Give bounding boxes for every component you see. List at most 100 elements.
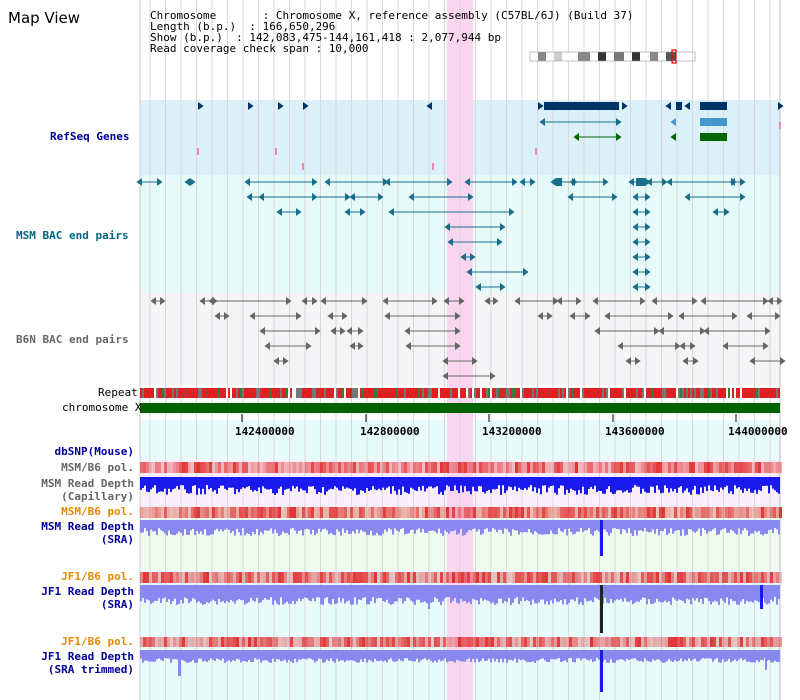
msm-sra-depth-bar [472, 520, 474, 530]
jf1-sra-depth-bar [320, 585, 322, 605]
jf1-pol-cell [164, 572, 167, 583]
repeat-block [766, 388, 768, 398]
jf1-pol2-cell [740, 637, 743, 647]
msm-pol2-cell [308, 507, 311, 518]
msm-cap-depth-bar [272, 477, 274, 494]
track-label-chromosome[interactable]: chromosome X [62, 401, 142, 414]
jf1-pol2-cell [158, 637, 161, 647]
repeat-block [312, 388, 314, 398]
msm-bac-pair-end [645, 268, 651, 276]
msm-sra-depth-bar [384, 520, 386, 530]
jf1-sra-depth-bar [440, 585, 442, 605]
jf1-sra-depth-bar [278, 585, 280, 605]
jf1-trim-depth-bar [488, 650, 490, 659]
track-label-msm-depth-capillary[interactable]: MSM Read Depth (Capillary) [41, 477, 134, 503]
track-label-jf1-depth-trimmed[interactable]: JF1 Read Depth (SRA trimmed) [41, 650, 134, 676]
jf1-trim-depth-bar [292, 650, 294, 663]
jf1-trim-depth-bar [354, 650, 356, 662]
jf1-pol2-cell [749, 637, 752, 647]
jf1-trim-depth-bar [700, 650, 702, 660]
repeat-block [464, 388, 466, 398]
jf1-sra-depth-bar [276, 585, 278, 604]
msm-cap-depth-bar [354, 477, 356, 489]
msm-sra-depth-bar [528, 520, 530, 529]
track-label-refseq[interactable]: RefSeq Genes [50, 130, 130, 143]
msm-pol2-cell [779, 507, 782, 518]
msm-cap-depth-bar [666, 477, 668, 489]
msm-pol-cell [524, 462, 527, 473]
jf1-sra-depth-bar [744, 585, 746, 604]
b6n-bac-pair-end [306, 342, 312, 350]
repeat-block [428, 388, 430, 398]
msm-pol-cell [692, 462, 695, 473]
msm-pol-cell [146, 462, 149, 473]
jf1-pol2-cell [419, 637, 422, 647]
msm-pol2-cell [386, 507, 389, 518]
msm-cap-depth-bar [406, 477, 408, 493]
repeat-block [614, 388, 616, 398]
repeat-block [284, 388, 286, 398]
jf1-pol-cell [419, 572, 422, 583]
jf1-trim-depth-bar [656, 650, 658, 660]
track-label-msm-pol-1[interactable]: MSM/B6 pol. [61, 461, 134, 474]
b6n-bac-pair-end [678, 312, 684, 320]
jf1-pol-cell [758, 572, 761, 583]
jf1-trim-depth-bar [480, 650, 482, 661]
b6n-bac-pair-end [330, 327, 336, 335]
msm-pol-cell [506, 462, 509, 473]
jf1-pol-cell [182, 572, 185, 583]
msm-pol-cell [779, 462, 782, 473]
msm-pol2-cell [626, 507, 629, 518]
repeat-block [224, 388, 226, 398]
msm-sra-depth-bar [234, 520, 236, 536]
track-label-msm-pol-2[interactable]: MSM/B6 pol. [61, 505, 134, 518]
jf1-pol2-cell [353, 637, 356, 647]
track-label-msm-depth-sra[interactable]: MSM Read Depth (SRA) [41, 520, 134, 546]
track-label-b6n-bac[interactable]: B6N BAC end pairs [16, 333, 129, 346]
msm-pol2-cell [422, 507, 425, 518]
msm-pol-cell [347, 462, 350, 473]
msm-pol-cell [563, 462, 566, 473]
jf1-trim-depth-bar [446, 650, 448, 663]
msm-sra-depth-bar [418, 520, 420, 529]
msm-cap-depth-bar [636, 477, 638, 487]
repeat-block [530, 388, 532, 398]
msm-cap-depth-bar [530, 477, 532, 486]
jf1-sra-depth-bar [312, 585, 314, 599]
msm-cap-depth-bar [720, 477, 722, 488]
jf1-trim-depth-bar [718, 650, 720, 663]
msm-sra-depth-bar [282, 520, 284, 532]
msm-sra-depth-bar [368, 520, 370, 535]
track-label-jf1-depth-sra[interactable]: JF1 Read Depth (SRA) [41, 585, 134, 611]
msm-pol2-cell [347, 507, 350, 518]
jf1-sra-depth-bar [640, 585, 642, 600]
jf1-sra-depth-bar [524, 585, 526, 601]
msm-pol-cell [431, 462, 434, 473]
jf1-sra-depth-bar [188, 585, 190, 604]
track-label-jf1-pol-2[interactable]: JF1/B6 pol. [61, 635, 134, 648]
jf1-pol-cell [410, 572, 413, 583]
msm-sra-depth-bar [304, 520, 306, 530]
msm-sra-depth-bar [660, 520, 662, 531]
jf1-trim-depth-bar [220, 650, 222, 661]
refseq-gene [665, 102, 671, 110]
track-label-dbsnp[interactable]: dbSNP(Mouse) [54, 445, 134, 458]
jf1-pol-cell [512, 572, 515, 583]
msm-pol-cell [602, 462, 605, 473]
msm-cap-depth-bar [576, 477, 578, 495]
msm-pol-cell [332, 462, 335, 473]
msm-sra-depth-bar [470, 520, 472, 531]
jf1-sra-depth-bar [418, 585, 420, 600]
track-label-jf1-pol-1[interactable]: JF1/B6 pol. [61, 570, 134, 583]
jf1-sra-depth-bar [742, 585, 744, 600]
repeat-block [672, 388, 674, 398]
msm-cap-depth-bar [726, 477, 728, 486]
jf1-pol2-cell [464, 637, 467, 647]
jf1-sra-depth-bar [194, 585, 196, 600]
msm-pol2-cell [353, 507, 356, 518]
track-label-msm-bac[interactable]: MSM BAC end pairs [16, 229, 129, 242]
track-label-repeat[interactable]: Repeat [98, 386, 138, 399]
msm-pol2-cell [662, 507, 665, 518]
msm-cap-depth-bar [550, 477, 552, 486]
